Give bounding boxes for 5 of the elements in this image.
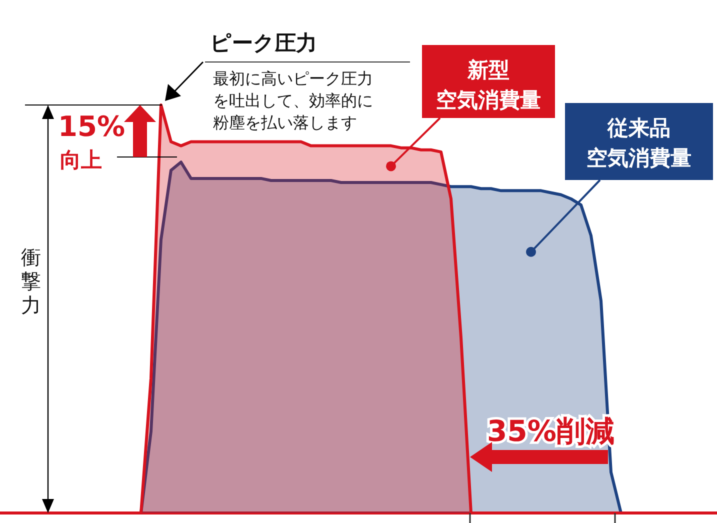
annotation: 15% 向上 [58,110,126,172]
series-label: 従来品空気消費量 [586,116,692,170]
annotation: 最初に高いピーク圧力を吐出して、効率的に粉塵を払い落します [213,69,373,132]
ylabel: 衝撃力 [20,244,42,317]
annotation: ピーク圧力 [204,31,410,62]
